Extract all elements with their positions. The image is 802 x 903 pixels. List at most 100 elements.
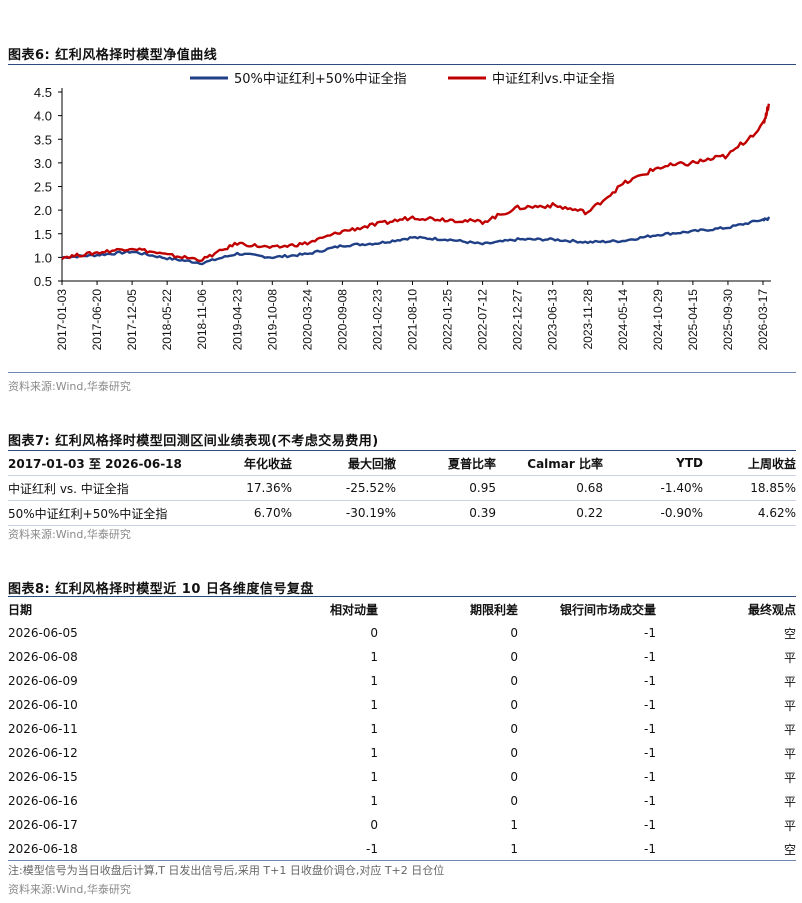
perf-cell: 0.22 (496, 500, 603, 526)
perf-cell: -0.90% (603, 500, 703, 526)
signal-cell: 2026-06-15 (8, 770, 78, 784)
signal-cell: 1 (370, 650, 378, 664)
signal-cell: 平 (783, 698, 796, 713)
y-tick-label: 1.5 (34, 227, 52, 242)
signal-table: 日期 相对动量 期限利差 银行间市场成交量 最终观点 2026-06-05 0 0 -… (8, 597, 796, 861)
signal-cell: -1 (644, 650, 656, 664)
x-tick-label: 2017-01-03 (55, 289, 69, 351)
perf-header-ytd: YTD (603, 451, 703, 476)
signal-cell: 2026-06-16 (8, 794, 78, 808)
signal-cell: 2026-06-10 (8, 698, 78, 712)
signal-cell: -1 (644, 698, 656, 712)
signal-cell: 0 (510, 746, 518, 760)
table-row: 2026-06-12 1 0 -1 平 (8, 741, 796, 765)
table-row: 50%中证红利+50%中证全指 6.70% -30.19% 0.39 0.22 … (8, 500, 796, 526)
signal-cell: 2026-06-11 (8, 722, 78, 736)
x-tick-label: 2023-06-13 (546, 289, 560, 351)
x-tick-label: 2025-09-30 (721, 289, 735, 351)
signal-cell: 平 (783, 722, 796, 737)
x-tick-label: 2026-03-17 (756, 289, 770, 351)
signal-cell: 1 (370, 722, 378, 736)
signal-cell: 2026-06-12 (8, 746, 78, 760)
table-row: 2026-06-15 1 0 -1 平 (8, 765, 796, 789)
signal-cell: 2026-06-08 (8, 650, 78, 664)
y-tick-label: 4.0 (34, 109, 52, 124)
perf-cell: 17.36% (208, 475, 292, 501)
x-tick-label: 2019-04-23 (230, 289, 244, 351)
signal-header-momentum: 相对动量 (329, 602, 378, 617)
signal-header-volume: 银行间市场成交量 (559, 602, 656, 617)
perf-cell: 4.62% (703, 500, 796, 526)
signal-cell: 0 (370, 818, 378, 832)
net-value-line-chart: 0.5 1.0 1.5 2.0 2.5 3.0 3.5 4.0 4.5 2017-01-03 201… (34, 71, 771, 351)
y-tick-label: 1.0 (34, 250, 52, 265)
table-row: 2026-06-11 1 0 -1 平 (8, 717, 796, 741)
signal-cell: 平 (783, 794, 796, 809)
perf-cell: 18.85% (703, 475, 796, 501)
perf-cell: 0.68 (496, 475, 603, 501)
fig8-bottom-rule (8, 860, 796, 861)
signal-cell: 平 (783, 650, 796, 665)
x-tick-label: 2019-10-08 (265, 289, 279, 351)
signal-header-final-view: 最终观点 (747, 602, 796, 617)
x-tick-label: 2022-12-27 (511, 289, 525, 351)
performance-header-row: 2017-01-03 至 2026-06-18 年化收益 最大回撤 夏普比率 C… (8, 451, 796, 476)
perf-header-sharpe: 夏普比率 (396, 451, 496, 476)
fig6-bottom-rule (8, 372, 796, 373)
signal-cell: 平 (783, 674, 796, 689)
fig8-source: 资料来源:Wind,华泰研究 (8, 883, 131, 896)
x-tick-label: 2022-07-12 (476, 289, 490, 351)
signal-cell: 空 (783, 626, 796, 641)
signal-header-term-spread: 期限利差 (469, 602, 518, 617)
perf-cell: 50%中证红利+50%中证全指 (8, 500, 208, 526)
x-tick-label: 2023-11-28 (581, 289, 595, 350)
signal-cell: -1 (644, 770, 656, 784)
signal-table-body: 2026-06-05 0 0 -1 空 2026-06-08 1 0 -1 平 2026-06-09… (8, 621, 796, 861)
signal-cell: 2026-06-17 (8, 818, 78, 832)
perf-header-max-drawdown: 最大回撤 (292, 451, 396, 476)
perf-header-calmar: Calmar 比率 (496, 451, 603, 476)
table-row: 2026-06-05 0 0 -1 空 (8, 621, 796, 645)
signal-cell: 2026-06-18 (8, 842, 78, 856)
signal-cell: 0 (510, 770, 518, 784)
signal-cell: 2026-06-05 (8, 626, 78, 640)
y-tick-label: 3.0 (34, 156, 52, 171)
signal-cell: -1 (644, 842, 656, 856)
performance-table: 2017-01-03 至 2026-06-18 年化收益 最大回撤 夏普比率 C… (8, 451, 796, 526)
perf-cell: -1.40% (603, 475, 703, 501)
perf-cell: -25.52% (292, 475, 396, 501)
x-tick-label: 2021-08-10 (406, 289, 420, 351)
signal-cell: -1 (644, 794, 656, 808)
fig8-note: 注:模型信号为当日收盘后计算,T 日发出信号后,采用 T+1 日收盘价调仓,对应… (8, 864, 445, 877)
series-line-1 (61, 216, 771, 266)
signal-cell: 1 (370, 770, 378, 784)
y-tick-label: 3.5 (34, 132, 52, 147)
x-tick-label: 2022-01-25 (441, 289, 455, 351)
perf-header-annual-return: 年化收益 (208, 451, 292, 476)
table-row: 2026-06-18 -1 1 -1 空 (8, 837, 796, 861)
x-tick-label: 2020-09-08 (335, 289, 349, 351)
table-row: 中证红利 vs. 中证全指 17.36% -25.52% 0.95 0.68 -… (8, 475, 796, 501)
x-tick-label: 2018-05-22 (160, 289, 174, 351)
signal-header-date: 日期 (8, 602, 33, 617)
perf-cell: 6.70% (208, 500, 292, 526)
signal-cell: 0 (510, 674, 518, 688)
legend-label-1: 50%中证红利+50%中证全指 (234, 71, 407, 87)
perf-cell: 0.95 (396, 475, 496, 501)
signal-cell: 1 (370, 746, 378, 760)
signal-cell: 0 (370, 626, 378, 640)
table-row: 2026-06-17 0 1 -1 平 (8, 813, 796, 837)
legend-label-2: 中证红利vs.中证全指 (492, 71, 615, 87)
fig8-top-rule (8, 596, 796, 597)
x-tick-label: 2017-12-05 (125, 289, 139, 351)
signal-cell: 1 (370, 698, 378, 712)
x-tick-label: 2018-11-06 (195, 289, 209, 350)
signal-cell: 平 (783, 746, 796, 761)
fig8-title: 图表8: 红利风格择时模型近 10 日各维度信号复盘 (8, 582, 314, 597)
signal-cell: 1 (370, 674, 378, 688)
x-tick-label: 2020-03-24 (300, 289, 314, 351)
fig6-top-rule (8, 64, 796, 65)
signal-cell: 平 (783, 770, 796, 785)
signal-header-row: 日期 相对动量 期限利差 银行间市场成交量 最终观点 (8, 597, 796, 621)
signal-cell: 平 (783, 818, 796, 833)
